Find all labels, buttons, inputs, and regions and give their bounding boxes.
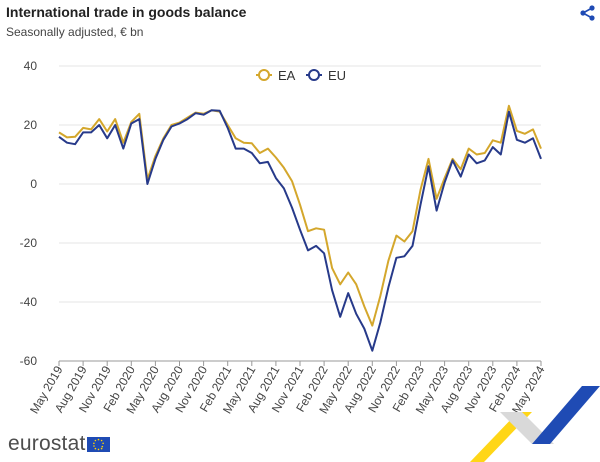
share-icon[interactable] <box>578 4 598 22</box>
chart-subtitle: Seasonally adjusted, € bn <box>6 25 144 39</box>
legend-label-eu[interactable]: EU <box>328 68 346 83</box>
decorative-ribbon <box>470 386 600 462</box>
eu-flag-icon <box>87 437 110 452</box>
series-line-ea[interactable] <box>58 104 542 327</box>
y-tick-label: 20 <box>24 118 38 132</box>
y-tick-label: 0 <box>30 177 37 191</box>
series-layer <box>58 104 542 352</box>
y-tick-label: 40 <box>24 59 38 73</box>
legend-label-ea[interactable]: EA <box>278 68 296 83</box>
legend: EA EU <box>256 68 346 83</box>
y-tick-label: -60 <box>20 354 38 368</box>
y-tick-label: -40 <box>20 295 38 309</box>
legend-marker-eu[interactable] <box>308 69 320 81</box>
grid-layer <box>59 65 541 362</box>
y-axis: -60 -40 -20 0 20 40 <box>20 59 38 368</box>
y-tick-label: -20 <box>20 236 38 250</box>
legend-marker-ea[interactable] <box>258 69 270 81</box>
series-line-eu[interactable] <box>58 109 542 352</box>
chart-title: International trade in goods balance <box>6 4 247 20</box>
eurostat-logo: eurostat <box>8 432 86 455</box>
